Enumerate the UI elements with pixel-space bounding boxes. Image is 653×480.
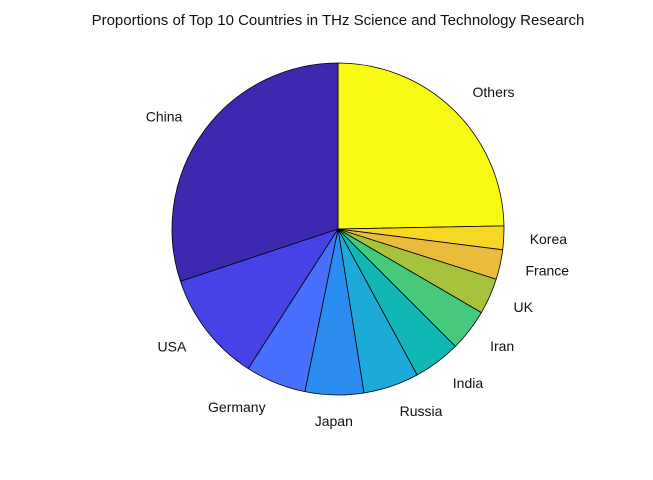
pie-label-russia: Russia <box>400 403 443 419</box>
pie-slice-others <box>337 62 505 230</box>
pie-label-japan: Japan <box>315 413 353 429</box>
pie-label-usa: USA <box>158 339 187 355</box>
chart-title: Proportions of Top 10 Countries in THz S… <box>92 12 585 29</box>
pie-label-korea: Korea <box>530 231 568 247</box>
pie-slice-usa <box>180 228 339 369</box>
pie-label-china: China <box>146 109 183 125</box>
pie-label-iran: Iran <box>490 338 514 354</box>
pie-label-france: France <box>526 262 570 278</box>
pie-label-others: Others <box>473 84 515 100</box>
pie-slice-china <box>171 62 339 282</box>
pie-label-germany: Germany <box>208 399 266 415</box>
pie-label-uk: UK <box>514 299 534 315</box>
pie-labels: Others Korea France UK Iran India Russia Japan G… <box>146 84 570 429</box>
pie-slices <box>171 62 505 396</box>
pie-label-india: India <box>453 375 484 391</box>
